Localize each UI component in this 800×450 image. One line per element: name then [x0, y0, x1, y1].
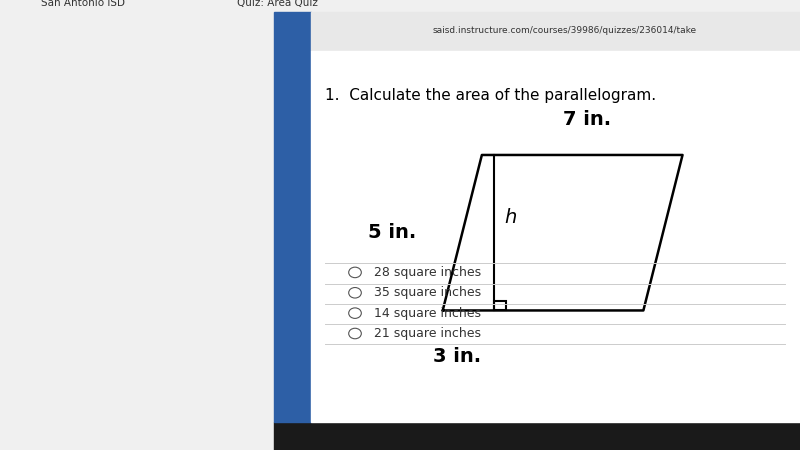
Text: 5 in.: 5 in. — [367, 223, 416, 242]
Text: 21 square inches: 21 square inches — [374, 327, 481, 340]
Bar — [310, 12, 800, 51]
Bar — [310, 51, 800, 422]
Text: 7 in.: 7 in. — [563, 110, 611, 129]
Text: San Antonio ISD: San Antonio ISD — [42, 0, 126, 8]
Text: 14 square inches: 14 square inches — [374, 306, 481, 320]
Text: 1.  Calculate the area of the parallelogram.: 1. Calculate the area of the parallelogr… — [326, 88, 656, 104]
Bar — [274, 12, 310, 422]
Bar — [494, 301, 506, 310]
Text: h: h — [504, 208, 516, 227]
Text: 28 square inches: 28 square inches — [374, 266, 481, 279]
Text: 3 in.: 3 in. — [434, 347, 482, 366]
Text: saisd.instructure.com/courses/39986/quizzes/236014/take: saisd.instructure.com/courses/39986/quiz… — [433, 27, 697, 36]
Text: 35 square inches: 35 square inches — [374, 286, 481, 299]
Text: Quiz: Area Quiz: Quiz: Area Quiz — [237, 0, 318, 8]
Bar — [274, 422, 800, 450]
